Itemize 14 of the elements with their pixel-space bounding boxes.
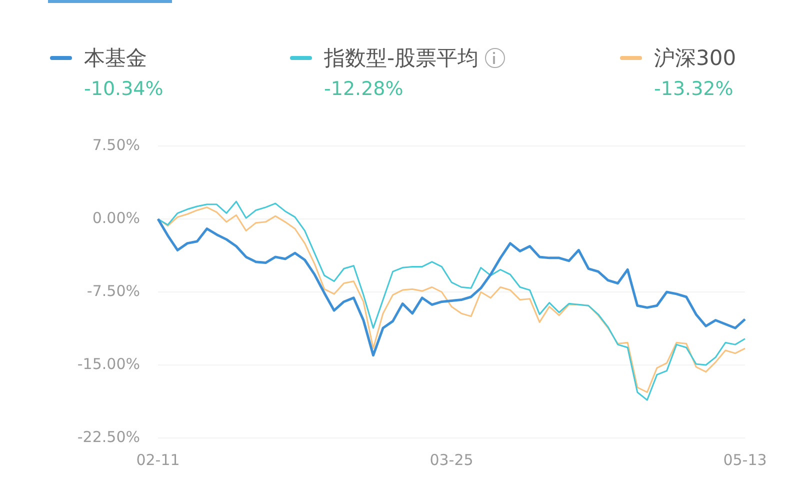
- text: -10.34%: [84, 78, 164, 100]
- legend-label: 本基金: [84, 45, 147, 72]
- legend-label: 指数型-股票平均: [324, 45, 479, 72]
- x-tick-label: 02-11: [136, 450, 180, 469]
- y-tick-label: -7.50%: [86, 282, 140, 300]
- y-tick-label: 7.50%: [92, 136, 140, 154]
- text: -13.32%: [654, 78, 734, 100]
- y-tick-label: 0.00%: [92, 208, 140, 227]
- text: -12.28%: [324, 78, 404, 100]
- x-tick-label: 05-13: [723, 450, 767, 469]
- y-tick-label: -22.50%: [77, 428, 140, 446]
- y-tick-label: -15.00%: [77, 354, 140, 373]
- legend-label: 沪深300: [654, 45, 736, 72]
- x-tick-label: 03-25: [430, 450, 474, 469]
